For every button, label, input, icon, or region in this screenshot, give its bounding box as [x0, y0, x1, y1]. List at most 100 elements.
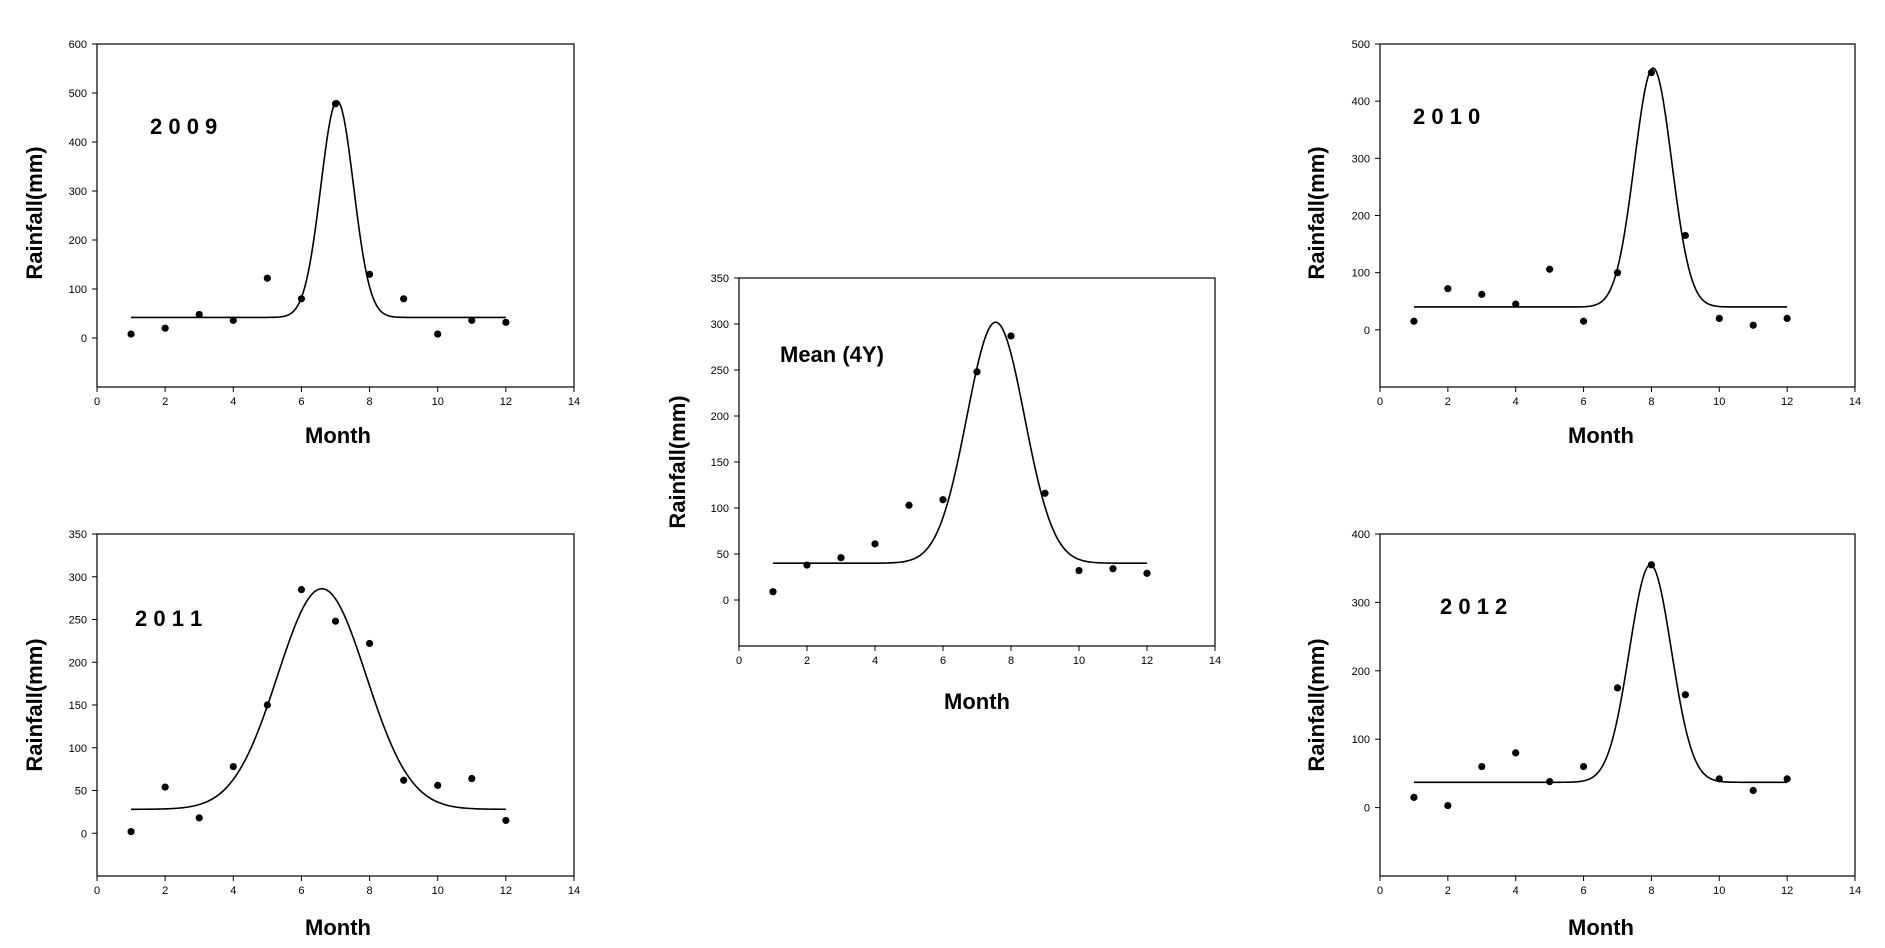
data-point: [400, 295, 408, 303]
x-tick-label: 2: [1445, 396, 1451, 408]
data-point: [1715, 775, 1723, 783]
data-point: [837, 554, 845, 562]
y-tick-label: 0: [81, 828, 87, 840]
data-point: [127, 330, 135, 338]
data-point: [434, 330, 442, 338]
chart-panel-p2012: 0 2 4 6 8 10 12 14 0 100 200 300 400 Month Rainfall(mm…: [1304, 529, 1861, 940]
y-tick-label: 350: [711, 273, 729, 285]
plot-frame: [1379, 533, 1856, 877]
x-axis-title: Month: [305, 423, 371, 448]
data-point: [468, 316, 476, 324]
data-point: [1749, 321, 1757, 329]
x-tick-label: 2: [162, 885, 168, 897]
x-tick-label: 12: [1141, 655, 1153, 667]
panel-label: Mean (4Y): [780, 342, 884, 367]
x-axis-title: Month: [944, 689, 1010, 714]
y-tick-label: 50: [717, 549, 729, 561]
x-tick-label: 6: [298, 885, 304, 897]
panel-label: 2 0 1 1: [135, 606, 202, 631]
x-tick-label: 4: [230, 396, 236, 408]
y-axis-title: Rainfall(mm): [1304, 146, 1329, 279]
plot-frame: [1379, 43, 1856, 388]
y-tick-label: 300: [1352, 597, 1370, 609]
y-tick-label: 250: [711, 365, 729, 377]
data-point: [400, 776, 408, 784]
y-axis-title: Rainfall(mm): [665, 395, 690, 528]
data-point: [939, 496, 947, 504]
x-tick-label: 4: [1513, 885, 1519, 897]
y-tick-label: 500: [1352, 39, 1370, 51]
data-point: [1109, 565, 1117, 573]
y-tick-label: 500: [69, 88, 87, 100]
data-point: [1647, 68, 1656, 77]
x-tick-label: 0: [736, 655, 742, 667]
x-axis-title: Month: [1568, 423, 1634, 448]
data-point: [1546, 265, 1554, 273]
data-point: [1512, 749, 1520, 757]
data-point: [973, 368, 981, 376]
data-point: [1783, 314, 1791, 322]
data-point: [365, 270, 374, 278]
data-point: [1681, 231, 1689, 240]
data-point: [1783, 775, 1791, 783]
x-axis-title: Month: [305, 915, 371, 940]
y-tick-label: 0: [1364, 803, 1370, 815]
x-tick-label: 10: [1713, 396, 1725, 408]
data-point: [1647, 561, 1656, 569]
x-tick-label: 4: [872, 655, 878, 667]
data-point: [1512, 300, 1520, 308]
data-point: [365, 639, 374, 648]
y-tick-label: 400: [69, 137, 87, 149]
y-tick-label: 100: [69, 284, 87, 296]
y-tick-label: 350: [69, 529, 87, 541]
x-tick-label: 14: [1849, 885, 1861, 897]
data-point: [434, 781, 442, 789]
data-point: [297, 585, 306, 594]
x-tick-label: 10: [1073, 655, 1085, 667]
y-tick-label: 200: [69, 657, 87, 669]
y-tick-label: 0: [81, 333, 87, 345]
data-point: [1715, 314, 1723, 322]
data-point: [1749, 786, 1757, 795]
y-tick-label: 100: [1352, 268, 1370, 280]
fit-curve: [773, 321, 1147, 564]
x-tick-label: 0: [94, 885, 100, 897]
data-point: [1410, 793, 1418, 801]
fit-curve: [131, 99, 506, 319]
data-point: [1681, 691, 1689, 699]
panel-label: 2 0 1 2: [1440, 594, 1507, 619]
data-point: [1007, 332, 1015, 340]
panel-label: 2 0 1 0: [1413, 104, 1480, 129]
y-tick-label: 100: [711, 503, 729, 515]
data-point: [1041, 489, 1049, 497]
x-tick-label: 6: [298, 396, 304, 408]
x-tick-label: 6: [940, 655, 946, 667]
data-point: [1410, 317, 1418, 325]
data-point: [502, 318, 510, 326]
x-tick-label: 10: [432, 396, 444, 408]
data-point: [263, 701, 271, 709]
y-tick-label: 300: [711, 319, 729, 331]
fit-curve: [131, 587, 506, 811]
x-tick-label: 2: [1445, 885, 1451, 897]
y-tick-label: 600: [69, 39, 87, 51]
data-point: [1444, 285, 1452, 293]
data-point: [468, 774, 476, 783]
y-tick-label: 400: [1352, 529, 1370, 541]
data-point: [297, 295, 306, 303]
x-tick-label: 12: [500, 396, 512, 408]
data-point: [1613, 684, 1622, 692]
data-point: [195, 310, 203, 319]
x-tick-label: 2: [804, 655, 810, 667]
plot-frame: [738, 277, 1216, 647]
y-tick-label: 250: [69, 615, 87, 627]
x-tick-label: 14: [1849, 396, 1861, 408]
x-tick-label: 12: [1781, 396, 1793, 408]
y-tick-label: 300: [69, 186, 87, 198]
x-tick-label: 10: [432, 885, 444, 897]
chart-panel-p2009: 0 2 4 6 8 10 12 14 0 100 200 300 400 500 600 Month Rainf…: [22, 39, 580, 448]
data-point: [1444, 801, 1452, 810]
x-tick-label: 6: [1581, 885, 1587, 897]
y-tick-label: 100: [1352, 734, 1370, 746]
x-tick-label: 12: [1781, 885, 1793, 897]
